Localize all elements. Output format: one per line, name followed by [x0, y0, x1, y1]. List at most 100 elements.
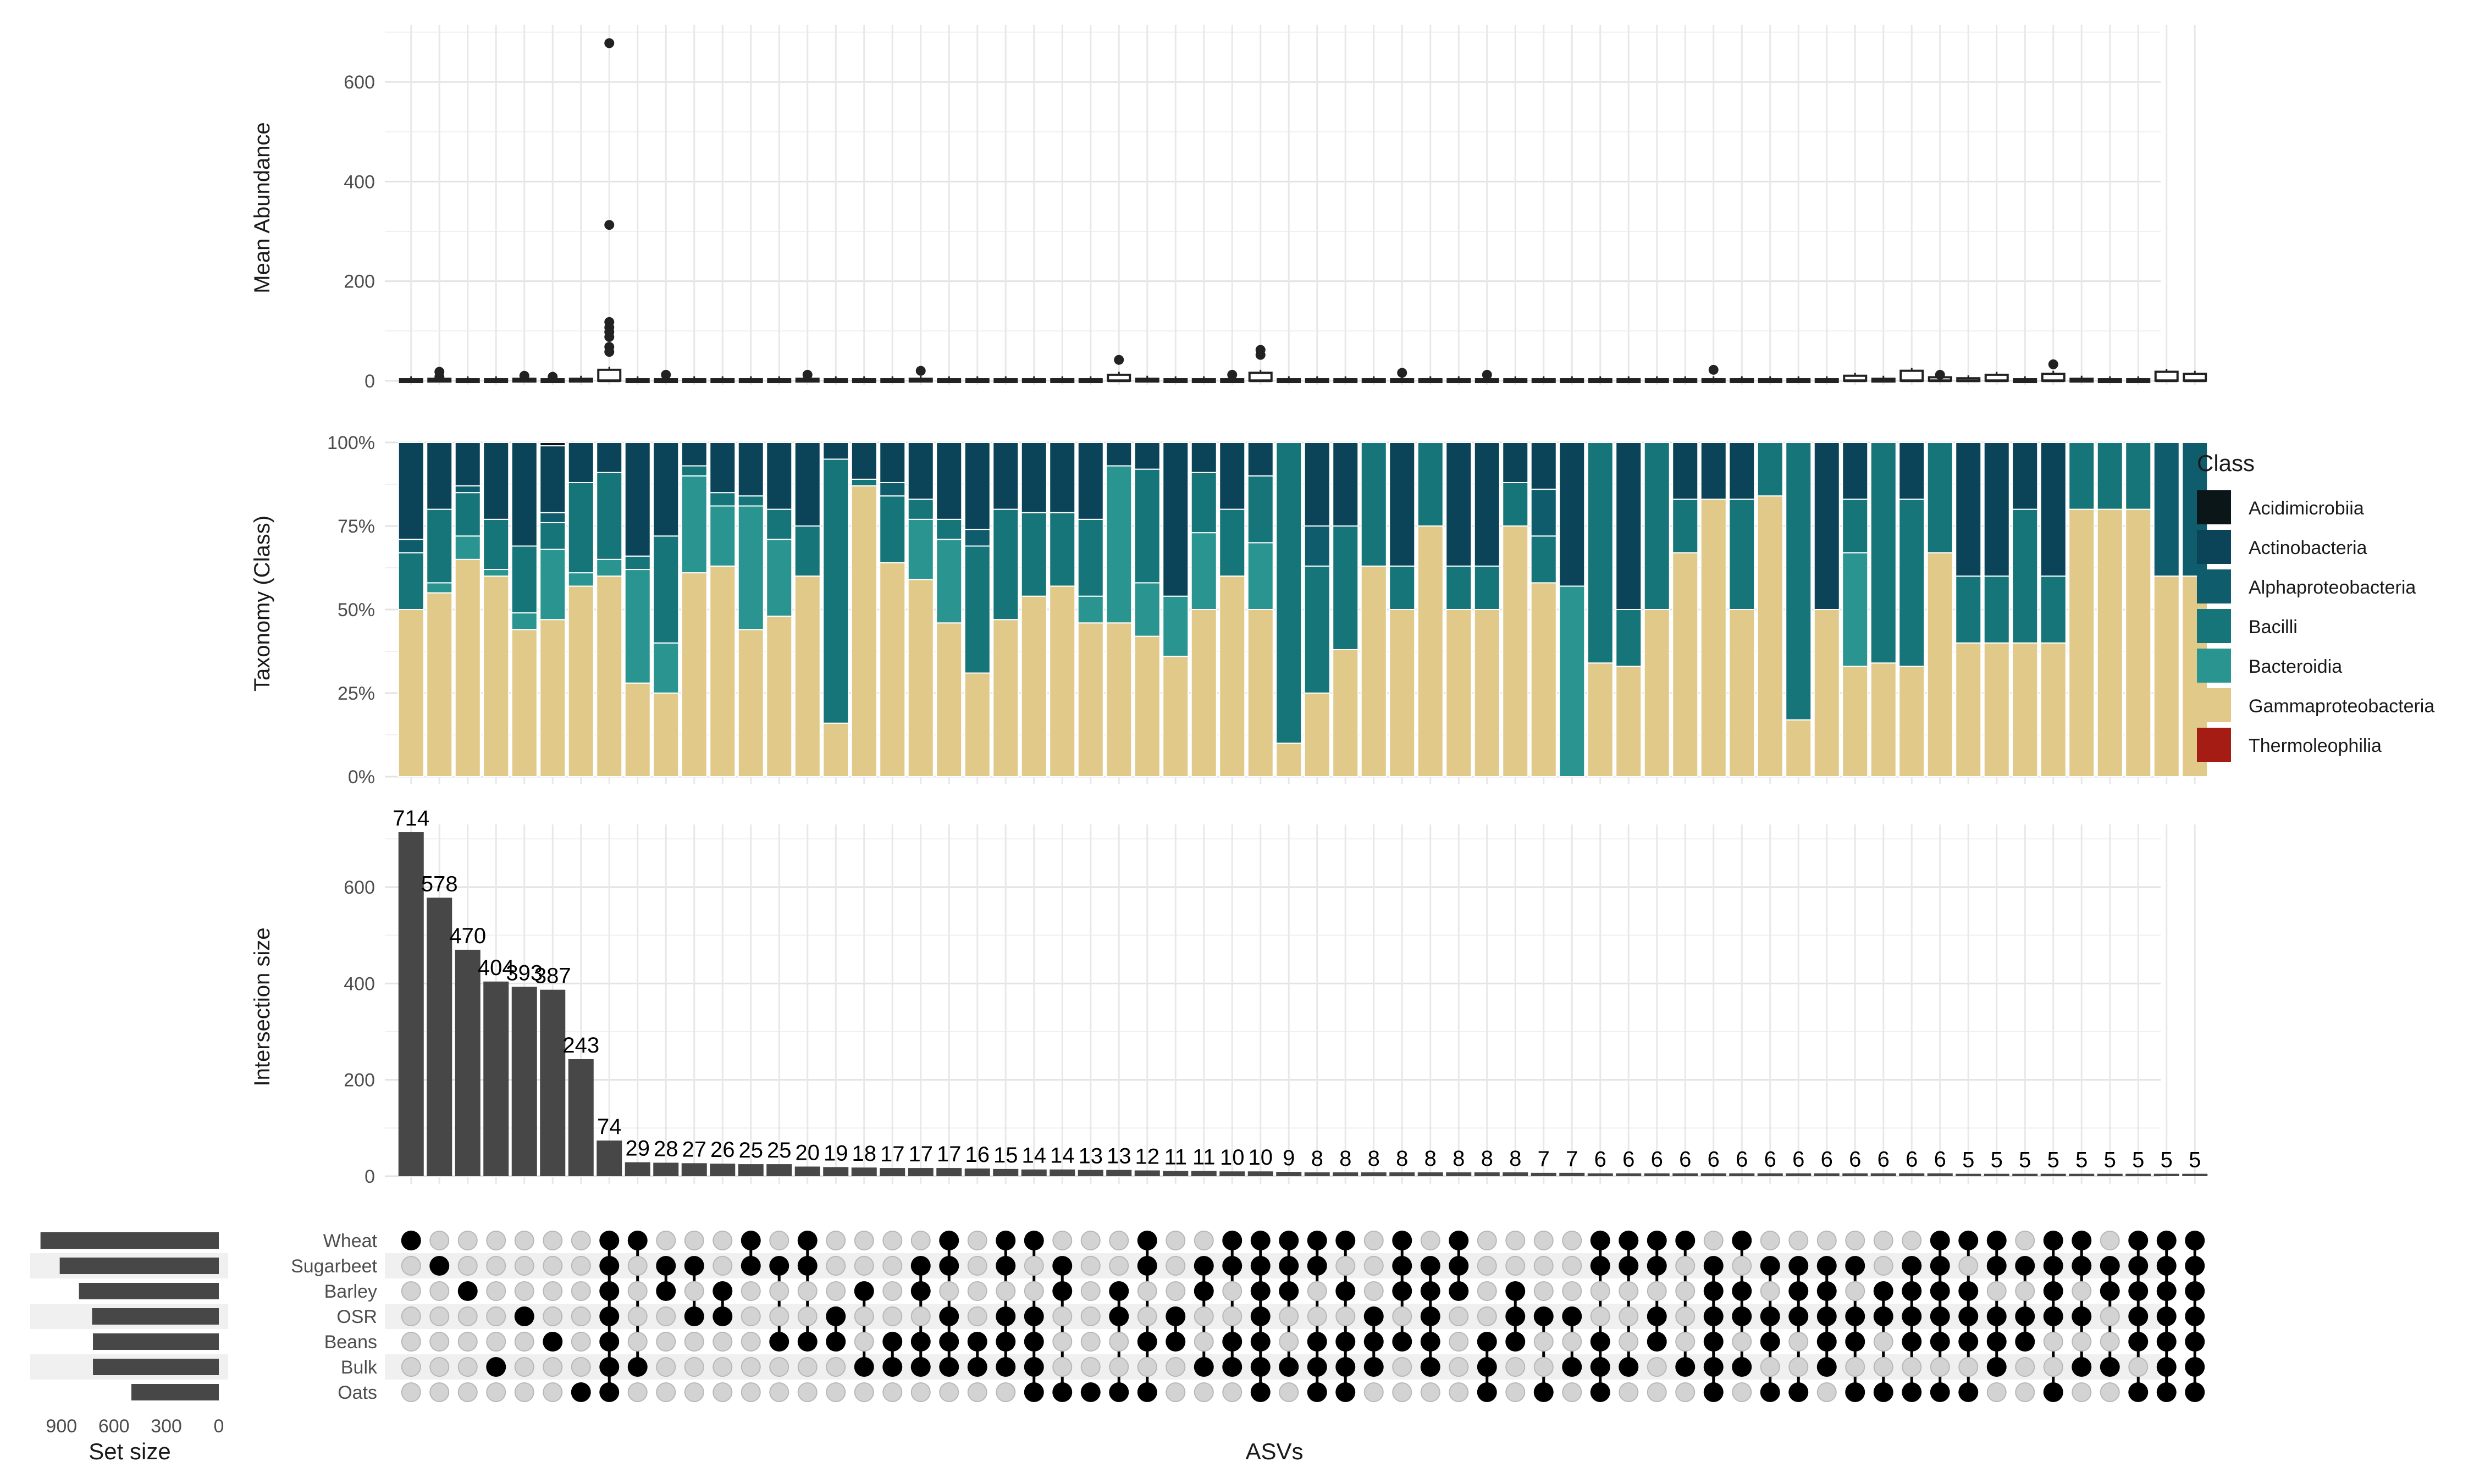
taxonomy-segment-bacilli	[426, 508, 453, 584]
matrix-dot-filled	[854, 1357, 874, 1377]
matrix-dot-empty	[854, 1332, 874, 1352]
matrix-dot-filled	[1477, 1332, 1497, 1352]
taxonomy-segment-gammaproteobacteria	[1134, 635, 1161, 778]
intersection-bar	[1134, 1170, 1160, 1176]
matrix-dot-empty	[1166, 1256, 1186, 1276]
taxonomy-segment-bacilli	[1247, 475, 1274, 544]
intersection-bar	[511, 987, 537, 1176]
intersection-value-label: 13	[1079, 1144, 1103, 1169]
intersection-bar	[964, 1168, 990, 1176]
taxonomy-segment-actinobacteria	[681, 442, 708, 467]
matrix-dot-empty	[1505, 1382, 1526, 1402]
taxonomy-segment-actinobacteria	[1672, 442, 1699, 500]
matrix-dot-empty	[684, 1281, 704, 1301]
matrix-dot-empty	[713, 1231, 733, 1250]
matrix-dot-empty	[826, 1256, 846, 1276]
taxonomy-segment-alphaproteobacteria	[1530, 489, 1557, 537]
outlier-point	[1397, 368, 1407, 378]
matrix-dot-filled	[1958, 1382, 1979, 1402]
taxonomy-segment-bacilli	[1219, 508, 1246, 577]
matrix-dot-empty	[1619, 1281, 1639, 1301]
taxonomy-segment-bacilli	[1389, 565, 1416, 610]
taxonomy-segment-actinobacteria	[653, 442, 680, 537]
matrix-dot-empty	[656, 1382, 676, 1402]
intersection-value-label: 6	[1651, 1148, 1663, 1172]
taxonomy-segment-bacilli	[1417, 442, 1444, 527]
intersection-value-label: 7	[1566, 1147, 1578, 1171]
matrix-dot-empty	[1590, 1281, 1610, 1301]
intersection-value-label: 6	[1877, 1148, 1890, 1172]
matrix-dot-filled	[1845, 1382, 1865, 1402]
matrix-dot-empty	[1760, 1281, 1780, 1301]
intersection-bar	[1616, 1173, 1642, 1176]
matrix-dot-empty	[571, 1357, 591, 1377]
matrix-dot-empty	[1420, 1382, 1440, 1402]
outlier-point	[1114, 355, 1124, 365]
matrix-dot-filled	[1533, 1306, 1554, 1326]
taxonomy-segment-bacilli	[992, 508, 1019, 621]
taxonomy-segment-gammaproteobacteria	[1162, 656, 1189, 777]
matrix-dot-empty	[514, 1382, 534, 1402]
taxonomy-segment-bacteroidia	[596, 558, 623, 577]
matrix-dot-filled	[1222, 1332, 1242, 1352]
matrix-dot-filled	[1647, 1306, 1667, 1326]
matrix-dot-filled	[486, 1357, 506, 1377]
matrix-dot-filled	[1307, 1231, 1327, 1250]
matrix-dot-empty	[2043, 1332, 2063, 1352]
matrix-dot-empty	[1363, 1256, 1384, 1276]
intersection-value-label: 15	[993, 1143, 1018, 1167]
matrix-dot-empty	[684, 1231, 704, 1250]
matrix-dot-empty	[1052, 1231, 1073, 1250]
legend-swatch	[2197, 609, 2231, 643]
taxonomy-segment-actinobacteria	[879, 442, 906, 483]
intersection-bar	[653, 1162, 679, 1176]
matrix-dot-empty	[1873, 1231, 1893, 1250]
matrix-dot-empty	[1080, 1306, 1101, 1326]
intersection-value-label: 18	[852, 1142, 877, 1166]
matrix-dot-filled	[1958, 1306, 1979, 1326]
matrix-dot-filled	[1788, 1306, 1809, 1326]
matrix-dot-filled	[1958, 1281, 1979, 1301]
matrix-dot-empty	[1024, 1256, 1044, 1276]
matrix-dot-empty	[571, 1256, 591, 1276]
intersection-bar	[880, 1168, 905, 1176]
taxonomy-segment-actinobacteria	[1049, 442, 1076, 513]
matrix-dot-filled	[2043, 1256, 2063, 1276]
matrix-dot-filled	[939, 1231, 959, 1250]
matrix-dot-empty	[1477, 1231, 1497, 1250]
taxonomy-segment-bacilli	[936, 518, 963, 540]
intersection-value-label: 6	[1764, 1148, 1776, 1172]
matrix-dot-empty	[1703, 1231, 1724, 1250]
matrix-dot-empty	[656, 1357, 676, 1377]
intersection-value-label: 27	[682, 1137, 707, 1161]
taxonomy-segment-gammaproteobacteria	[1870, 662, 1897, 778]
taxonomy-segment-gammaproteobacteria	[992, 619, 1019, 777]
columns-xlabel: ASVs	[1245, 1438, 1303, 1464]
matrix-dot-empty	[769, 1231, 789, 1250]
matrix-dot-empty	[2128, 1357, 2149, 1377]
taxonomy-segment-actinobacteria	[1219, 442, 1246, 510]
matrix-dot-empty	[1533, 1256, 1554, 1276]
matrix-dot-filled	[826, 1306, 846, 1326]
taxonomy-segment-actinobacteria	[624, 442, 651, 557]
matrix-dot-filled	[1562, 1306, 1582, 1326]
taxonomy-segment-gammaproteobacteria	[1417, 525, 1444, 777]
matrix-dot-empty	[1647, 1382, 1667, 1402]
taxonomy-segment-bacilli	[1672, 499, 1699, 553]
matrix-dot-empty	[741, 1332, 761, 1352]
taxonomy-segment-gammaproteobacteria	[1106, 622, 1133, 777]
matrix-dot-filled	[1449, 1256, 1469, 1276]
intersection-bar	[568, 1059, 594, 1176]
matrix-dot-empty	[1335, 1306, 1356, 1326]
taxonomy-segment-gammaproteobacteria	[2068, 508, 2095, 777]
intersection-bar	[483, 981, 509, 1176]
taxonomy-segment-actinobacteria	[1332, 442, 1359, 527]
set-size-bar	[131, 1384, 219, 1400]
matrix-dot-empty	[1166, 1357, 1186, 1377]
matrix-dot-filled	[1703, 1382, 1724, 1402]
taxonomy-segment-bacilli	[2040, 575, 2067, 644]
taxonomy-segment-bacilli	[511, 545, 538, 614]
taxonomy-segment-bacilli	[737, 495, 764, 507]
matrix-dot-filled	[1873, 1382, 1893, 1402]
matrix-dot-empty	[627, 1281, 648, 1301]
